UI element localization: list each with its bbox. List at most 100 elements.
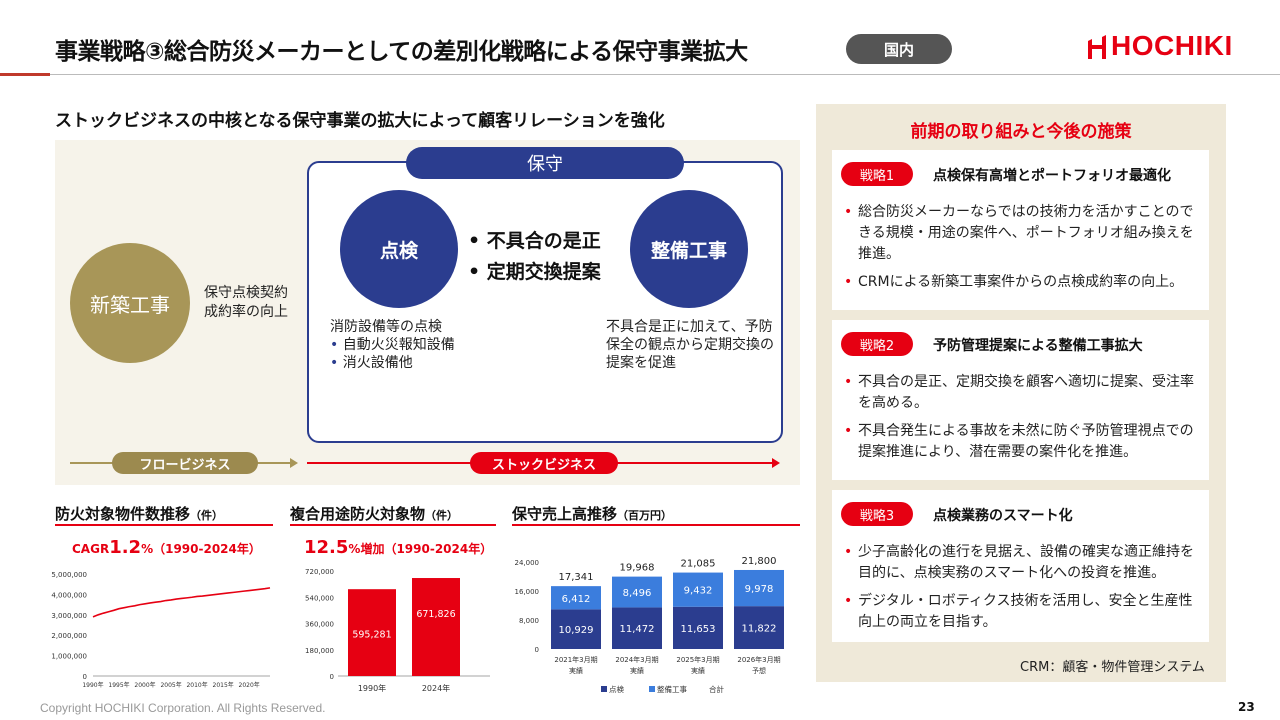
x-tick-label: 2000年 [134, 681, 155, 689]
x-tick-label: 2024年 [422, 683, 450, 693]
cagr-callout: CAGR1.2%（1990-2024年） [72, 537, 261, 558]
note-line: 成約率の向上 [204, 304, 288, 320]
strategy-item: デジタル・ロボティクス技術を活用し、安全と生産性向上の両立を目指す。 [842, 591, 1202, 633]
strategy-heading: 点検業務のスマート化 [933, 508, 1073, 524]
y-tick-label: 360,000 [305, 621, 334, 629]
strategy-tag: 戦略2 [841, 332, 913, 356]
chart2-rule [290, 524, 496, 526]
strategy-panel-title: 前期の取り組みと今後の施策 [910, 122, 1132, 142]
chart1-title-text: 防火対象物件数推移 [55, 505, 191, 523]
x-tick-label: 予想 [752, 666, 766, 675]
maintenance-bullets: • 不具合の是正 • 定期交換提案 [468, 226, 601, 288]
y-tick-label: 8,000 [519, 617, 539, 625]
bar-value-label: 10,929 [559, 625, 594, 636]
bar-value-label: 595,281 [352, 630, 391, 641]
x-tick-label: 2024年3月期 [615, 655, 658, 664]
section-subtitle: ストックビジネスの中核となる保守事業の拡大によって顧客リレーションを強化 [55, 111, 665, 131]
chart1-title: 防火対象物件数推移（件） [55, 503, 223, 524]
header-divider [0, 74, 1280, 75]
header-accent [0, 73, 50, 76]
bar [348, 589, 396, 676]
bar-value-label: 8,496 [623, 588, 652, 599]
strategy-list: 少子高齢化の進行を見据え、設備の確実な適正維持を目的に、点検実務のスマート化への… [842, 542, 1202, 640]
bar-segment-inspection [673, 606, 723, 649]
y-tick-label: 24,000 [515, 559, 540, 567]
page-title: 事業戦略③総合防災メーカーとしての差別化戦略による保守事業拡大 [55, 39, 748, 65]
bar-segment-repair [551, 586, 601, 610]
bar-total-label: 21,085 [681, 559, 716, 570]
bar-segment-repair [612, 576, 662, 608]
bar-segment-repair [673, 572, 723, 607]
series-line [92, 587, 271, 618]
chart2-unit: （件） [425, 509, 459, 522]
y-tick-label: 0 [330, 673, 334, 681]
region-badge: 国内 [846, 34, 952, 64]
logo-text: HOCHIKI [1111, 30, 1233, 61]
bar-value-label: 11,822 [742, 624, 777, 635]
strategy-card-2: 戦略2 予防管理提案による整備工事拡大 不具合の是正、定期交換を顧客へ適切に提案… [832, 320, 1209, 480]
y-tick-label: 2,000,000 [51, 632, 87, 640]
copyright: Copyright HOCHIKI Corporation. All Right… [40, 701, 326, 715]
y-tick-label: 4,000,000 [51, 591, 87, 599]
chart3-title-text: 保守売上高推移 [512, 505, 618, 523]
repair-work-circle: 整備工事 [630, 190, 748, 308]
bar-segment-inspection [734, 606, 784, 649]
y-tick-label: 180,000 [305, 647, 334, 655]
chart3-unit: （百万円） [617, 509, 673, 522]
y-tick-label: 0 [83, 673, 87, 681]
flow-arrow-head-icon [290, 458, 298, 468]
strategy-item: 総合防災メーカーならではの技術力を活かすことのできる規模・用途の案件へ、ポートフ… [842, 202, 1202, 265]
crm-footnote: CRM：顧客・物件管理システム [1020, 660, 1205, 675]
chart2-title: 複合用途防火対象物（件） [290, 503, 458, 524]
new-construction-note: 保守点検契約 成約率の向上 [204, 284, 288, 322]
legend-label: 点検 [609, 684, 624, 694]
inspection-circle: 点検 [340, 190, 458, 308]
x-tick-label: 2015年 [213, 681, 234, 689]
bar-total-label: 21,800 [742, 556, 777, 567]
new-construction-circle: 新築工事 [70, 243, 190, 363]
inspection-desc-item: 消火設備他 [330, 354, 455, 372]
strategy-list: 不具合の是正、定期交換を顧客へ適切に提案、受注率を高める。 不具合発生による事故… [842, 372, 1202, 470]
strategy-list: 総合防災メーカーならではの技術力を活かすことのできる規模・用途の案件へ、ポートフ… [842, 202, 1202, 300]
strategy-heading: 予防管理提案による整備工事拡大 [933, 338, 1143, 354]
x-tick-label: 実績 [630, 666, 644, 675]
bar-total-label: 17,341 [559, 572, 594, 583]
chart1-rule [55, 524, 273, 526]
legend-label: 整備工事 [657, 684, 687, 694]
x-tick-label: 2026年3月期 [737, 655, 780, 664]
strategy-heading: 点検保有高増とポートフォリオ最適化 [933, 168, 1171, 184]
y-tick-label: 16,000 [515, 588, 540, 596]
x-tick-label: 2020年 [239, 681, 260, 689]
cagr-suffix: %（1990-2024年） [141, 542, 261, 556]
chart2-bar-chart: 0 180,000 360,000 540,000 720,000 595,281 1990… [305, 568, 490, 693]
flow-business-label: フロービジネス [112, 452, 258, 474]
chart2-title-text: 複合用途防火対象物 [290, 505, 426, 523]
chart3-rule [512, 524, 800, 526]
legend-swatch [601, 686, 607, 692]
page-number: 23 [1238, 700, 1255, 714]
strategy-card-1: 戦略1 点検保有高増とポートフォリオ最適化 総合防災メーカーならではの技術力を活… [832, 150, 1209, 310]
inspection-desc-item: 自動火災報知設備 [330, 336, 455, 354]
bar-segment-inspection [612, 607, 662, 649]
increase-value: 12.5 [304, 537, 349, 558]
strategy-tag: 戦略3 [841, 502, 913, 526]
strategy-tag: 戦略1 [841, 162, 913, 186]
y-tick-label: 5,000,000 [51, 571, 87, 579]
y-tick-label: 1,000,000 [51, 653, 87, 661]
chart3-title: 保守売上高推移（百万円） [512, 503, 672, 524]
x-tick-label: 2021年3月期 [554, 655, 597, 664]
legend-label: 合計 [709, 684, 724, 694]
legend-swatch [649, 686, 655, 692]
strategy-item: CRMによる新築工事案件からの点検成約率の向上。 [842, 272, 1202, 293]
stock-arrow-head-icon [772, 458, 780, 468]
x-tick-label: 2005年 [160, 681, 181, 689]
x-tick-label: 1995年 [108, 681, 129, 689]
maintenance-label: 保守 [406, 147, 684, 179]
y-tick-label: 720,000 [305, 568, 334, 576]
note-line: 保守点検契約 [204, 285, 288, 301]
bar-value-label: 9,978 [745, 584, 774, 595]
cagr-prefix: CAGR [72, 542, 110, 556]
strategy-item: 不具合発生による事故を未然に防ぐ予防管理視点での提案推進により、潜在需要の案件化… [842, 421, 1202, 463]
bar [412, 578, 460, 676]
increase-suffix: %増加（1990-2024年） [348, 542, 493, 556]
